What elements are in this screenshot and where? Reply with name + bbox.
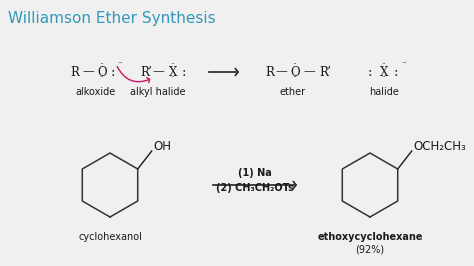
Text: —: —: [82, 65, 94, 78]
Text: :: :: [394, 65, 398, 78]
Text: ethoxycyclohexane: ethoxycyclohexane: [317, 232, 423, 242]
Text: ⁻: ⁻: [401, 60, 406, 69]
Text: —: —: [275, 65, 287, 78]
Text: O: O: [290, 65, 300, 78]
Text: ··: ··: [171, 60, 175, 69]
Text: R: R: [265, 65, 274, 78]
Text: OH: OH: [154, 140, 172, 153]
Text: R’: R’: [140, 65, 152, 78]
Text: —: —: [303, 65, 315, 78]
Text: ether: ether: [280, 87, 306, 97]
Text: alkoxide: alkoxide: [76, 87, 116, 97]
Text: (2) CH₃CH₂OTs: (2) CH₃CH₂OTs: [216, 183, 294, 193]
Text: OCH₂CH₃: OCH₂CH₃: [414, 140, 466, 153]
Text: —: —: [152, 65, 164, 78]
Text: ··: ··: [292, 60, 297, 69]
Text: R: R: [71, 65, 80, 78]
Text: :: :: [111, 65, 115, 78]
Text: ··: ··: [100, 73, 104, 82]
Text: Williamson Ether Synthesis: Williamson Ether Synthesis: [8, 10, 216, 26]
Text: X: X: [380, 65, 388, 78]
Text: :: :: [182, 65, 186, 78]
Text: ⁻: ⁻: [118, 60, 122, 69]
Text: ··: ··: [100, 60, 104, 69]
Text: halide: halide: [369, 87, 399, 97]
Text: (92%): (92%): [356, 244, 384, 254]
Text: alkyl halide: alkyl halide: [130, 87, 186, 97]
Text: ··: ··: [382, 73, 386, 82]
Text: ··: ··: [292, 73, 297, 82]
Text: :: :: [368, 65, 372, 78]
Text: R’: R’: [319, 65, 331, 78]
Text: (1) Na: (1) Na: [238, 168, 272, 178]
Text: O: O: [97, 65, 107, 78]
Text: X: X: [169, 65, 177, 78]
Text: cyclohexanol: cyclohexanol: [78, 232, 142, 242]
Text: ··: ··: [171, 73, 175, 82]
Text: ··: ··: [382, 60, 386, 69]
